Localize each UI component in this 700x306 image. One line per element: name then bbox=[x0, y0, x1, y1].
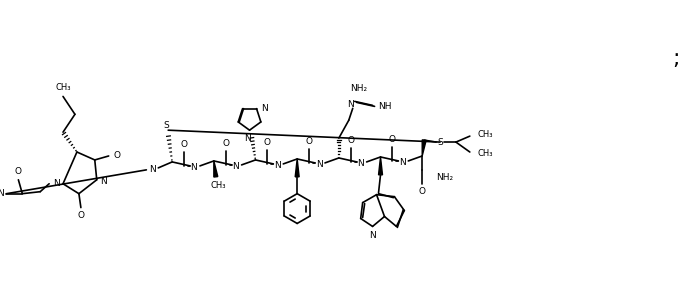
Text: O: O bbox=[264, 138, 271, 147]
Text: N: N bbox=[316, 160, 323, 170]
Text: N: N bbox=[244, 134, 251, 143]
Text: N: N bbox=[399, 159, 406, 167]
Text: CH₃: CH₃ bbox=[55, 83, 71, 92]
Text: N: N bbox=[0, 189, 4, 198]
Text: O: O bbox=[347, 136, 354, 145]
Text: CH₃: CH₃ bbox=[478, 130, 493, 139]
Text: O: O bbox=[306, 136, 313, 146]
Polygon shape bbox=[295, 159, 299, 177]
Text: O: O bbox=[389, 135, 396, 144]
Text: N: N bbox=[190, 163, 197, 172]
Text: N: N bbox=[232, 162, 239, 171]
Text: N: N bbox=[347, 100, 354, 109]
Text: NH: NH bbox=[378, 102, 391, 111]
Text: N: N bbox=[149, 165, 155, 174]
Text: S: S bbox=[438, 138, 443, 147]
Text: CH₃: CH₃ bbox=[478, 150, 493, 159]
Text: O: O bbox=[15, 167, 22, 176]
Text: O: O bbox=[419, 187, 426, 196]
Polygon shape bbox=[379, 157, 382, 175]
Polygon shape bbox=[214, 161, 218, 177]
Text: O: O bbox=[78, 211, 85, 220]
Text: N: N bbox=[274, 161, 281, 170]
Text: O: O bbox=[222, 139, 229, 147]
Text: NH₂: NH₂ bbox=[350, 84, 368, 93]
Text: N: N bbox=[261, 104, 268, 113]
Text: S: S bbox=[163, 121, 169, 130]
Text: NH₂: NH₂ bbox=[436, 173, 453, 182]
Text: ;: ; bbox=[673, 49, 680, 69]
Text: O: O bbox=[113, 151, 120, 160]
Polygon shape bbox=[422, 140, 426, 156]
Text: N: N bbox=[52, 179, 60, 188]
Text: O: O bbox=[181, 140, 188, 149]
Text: N: N bbox=[100, 177, 107, 186]
Text: N: N bbox=[369, 231, 376, 240]
Text: N: N bbox=[357, 159, 364, 168]
Text: CH₃: CH₃ bbox=[210, 181, 225, 190]
